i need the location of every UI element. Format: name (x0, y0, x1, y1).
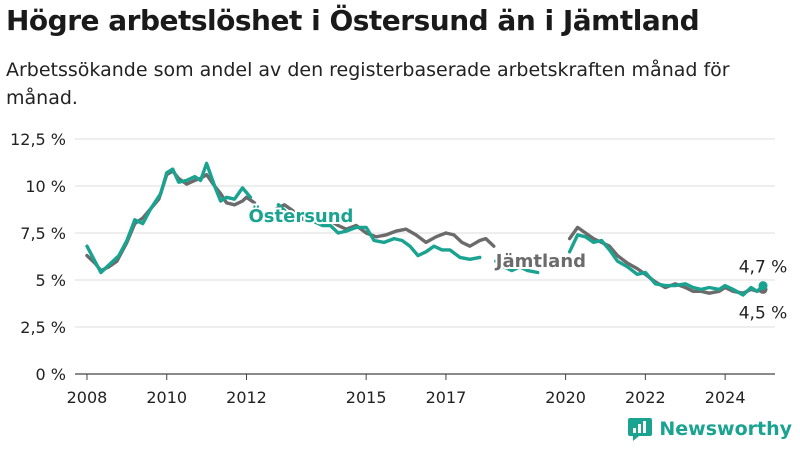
series-label-ostersund: Östersund (249, 205, 354, 227)
x-tick-label: 2024 (705, 388, 746, 407)
x-tick-label: 2022 (625, 388, 666, 407)
y-tick-label: 7,5 % (20, 224, 66, 243)
end-label-jamtland: 4,5 % (739, 303, 788, 323)
x-tick-label: 2017 (426, 388, 467, 407)
x-tick-label: 2008 (67, 388, 108, 407)
newsworthy-logo-text: Newsworthy (659, 418, 792, 440)
chart-title: Högre arbetslöshet i Östersund än i Jämt… (6, 4, 700, 37)
x-tick-label: 2012 (226, 388, 267, 407)
series-line-ostersund (494, 259, 540, 275)
y-tick-label: 2,5 % (20, 318, 66, 337)
series-line-jamtland (274, 203, 496, 248)
x-tick-label: 2010 (146, 388, 187, 407)
series-label-jamtland: Jämtland (494, 251, 586, 272)
y-tick-label: 10 % (25, 177, 66, 196)
x-tick-label: 2015 (346, 388, 387, 407)
y-tick-label: 0 % (36, 365, 66, 384)
newsworthy-logo-icon (628, 418, 653, 441)
series-line-ostersund (276, 203, 482, 261)
series-line-ostersund (85, 161, 253, 275)
y-tick-label: 5 % (36, 271, 66, 290)
series-line-ostersund (567, 233, 765, 297)
series-line-jamtland (567, 225, 765, 295)
newsworthy-logo: Newsworthy (627, 416, 792, 442)
end-label-ostersund: 4,7 % (739, 258, 788, 278)
chart-subtitle: Arbetssökande som andel av den registerb… (6, 59, 730, 109)
x-tick-label: 2020 (545, 388, 586, 407)
y-tick-label: 12,5 % (10, 130, 66, 149)
end-point-ostersund (758, 281, 768, 291)
